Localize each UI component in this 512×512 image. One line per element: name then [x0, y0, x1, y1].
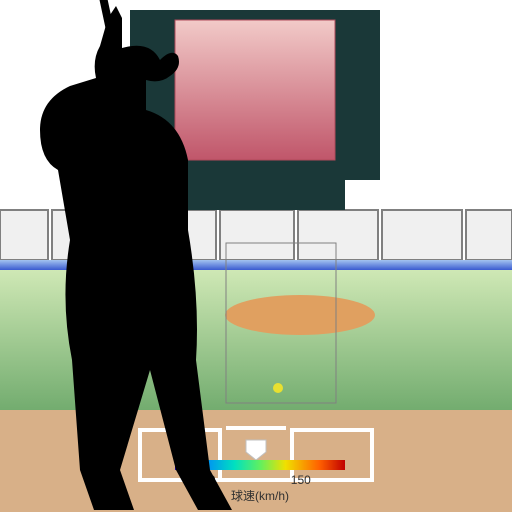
stand-segment [0, 210, 48, 260]
pitch-marker [273, 383, 283, 393]
stand-segment [382, 210, 462, 260]
scoreboard-screen [175, 20, 335, 160]
stand-segment [298, 210, 378, 260]
stand-segment [466, 210, 512, 260]
pitch-location-chart: 100150球速(km/h) [0, 0, 512, 512]
scoreboard-stem [165, 200, 345, 210]
stand-segment [220, 210, 294, 260]
colorbar-tick-label: 150 [291, 473, 311, 487]
colorbar-axis-label: 球速(km/h) [231, 489, 289, 503]
pitchers-mound [225, 295, 375, 335]
